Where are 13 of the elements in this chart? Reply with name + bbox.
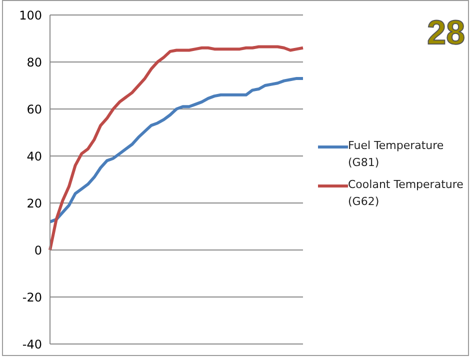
y-tick-label: 40 — [26, 149, 42, 164]
legend-label: Fuel Temperature (G81) — [348, 138, 445, 171]
text: 28 — [427, 14, 465, 53]
y-tick-label: 60 — [26, 102, 42, 116]
legend-label: Coolant Temperature (G62) — [348, 177, 464, 210]
y-tick-label: -20 — [22, 290, 42, 304]
y-tick-label: 100 — [19, 8, 42, 22]
y-tick-label: -40 — [22, 337, 42, 352]
line-series — [48, 45, 304, 252]
y-tick-label: 80 — [26, 55, 42, 70]
line-series — [48, 76, 304, 224]
y-tick-label: 0 — [34, 243, 42, 258]
y-tick-label: 20 — [26, 196, 42, 210]
